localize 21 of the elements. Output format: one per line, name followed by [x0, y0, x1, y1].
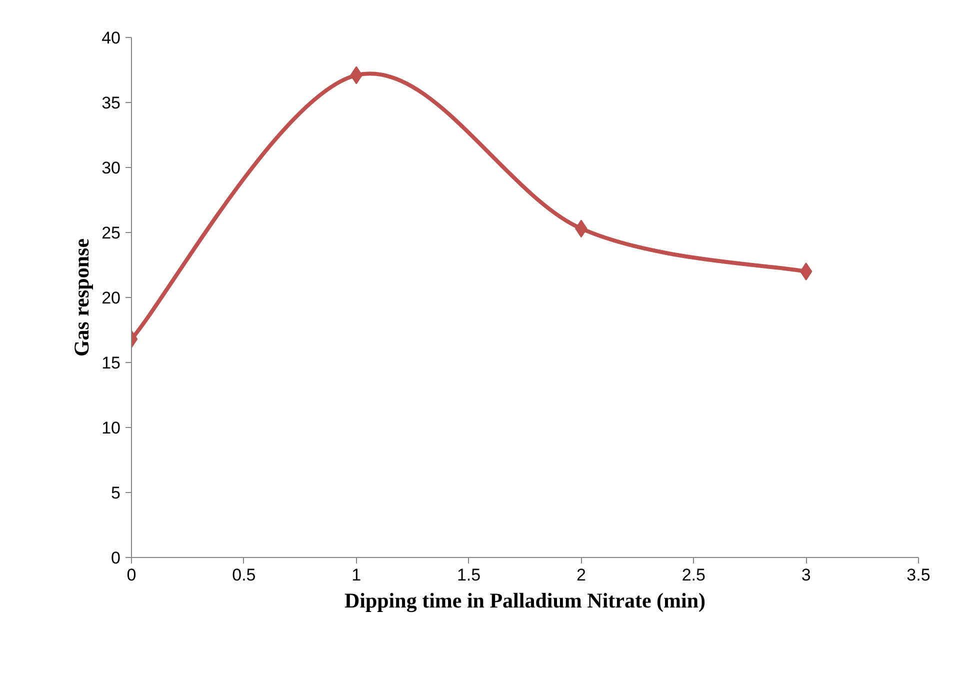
- x-tick-label: 0: [126, 566, 136, 584]
- point: [800, 262, 812, 280]
- y-tick-label: 35: [102, 94, 121, 112]
- point: [350, 66, 363, 84]
- y-tick-label: 30: [102, 158, 121, 178]
- x-tick-label: 3.5: [906, 566, 930, 584]
- x-tick-label: 3: [801, 566, 811, 584]
- y-tick-label: 40: [102, 28, 121, 48]
- y-axis-title: Gas response: [70, 238, 94, 357]
- x-tick-label: 1: [352, 566, 362, 584]
- y-tick-label: 0: [111, 548, 121, 568]
- y-tick-label: 25: [102, 224, 121, 242]
- y-tick-label: 5: [111, 484, 121, 502]
- y-tick-label: 20: [102, 288, 121, 308]
- x-tick-label: 2: [576, 566, 586, 584]
- x-tick-label: 2.5: [682, 566, 706, 584]
- x-tick-label: 0.5: [232, 566, 256, 584]
- x-tick-label: 1.5: [456, 566, 481, 584]
- y-tick-label: 10: [102, 418, 121, 438]
- y-tick-label: 15: [102, 354, 121, 372]
- x-axis-title: Dipping time in Palladium Nitrate (min): [344, 588, 706, 612]
